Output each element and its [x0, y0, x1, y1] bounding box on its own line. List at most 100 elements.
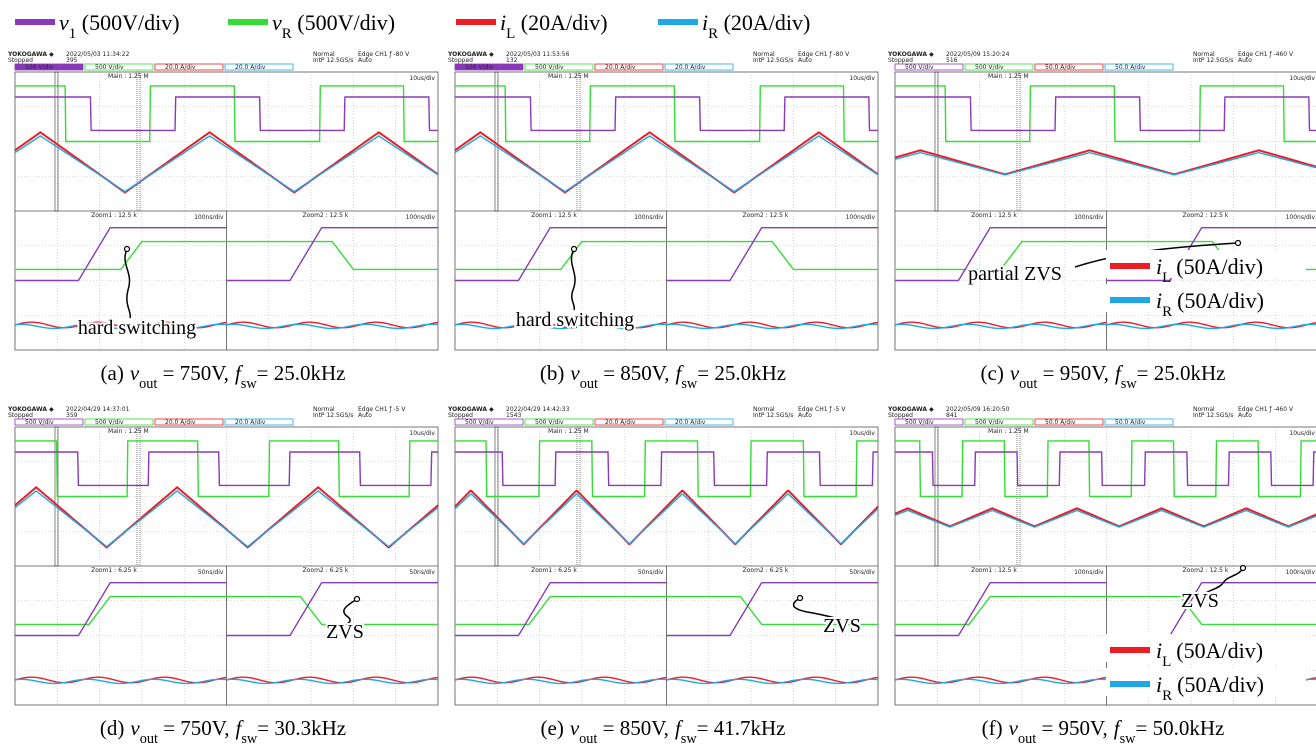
annotation-leader [570, 248, 576, 311]
text-part: f [236, 716, 245, 740]
text-part: (e) [541, 716, 564, 740]
main-timebase: 10us/div [1289, 430, 1315, 437]
inset-swatch [1110, 297, 1150, 303]
zoom-vr [15, 240, 227, 271]
waveform-ir [14, 135, 439, 193]
channel-scale: 500 V/div [25, 419, 54, 426]
channel-box [224, 63, 294, 71]
scope-rate: IntP 12.5GS/s [753, 412, 793, 419]
caption: (b) vout = 850V, fsw= 25.0kHz [540, 361, 786, 392]
scope-status: Stopped [8, 57, 33, 64]
text-part: i [1156, 672, 1162, 697]
zoom-il [894, 321, 1107, 329]
annotation-leader [343, 598, 358, 626]
text-part: i [1156, 288, 1162, 313]
scope-date: 2022/04/29 14:37:01 [66, 406, 130, 413]
zoom-label: Zoom1 : 6.25 k [91, 567, 137, 574]
zoom-timebase: 100ns/div [1074, 569, 1104, 576]
annotation: ZVS [326, 621, 364, 643]
waveform-v1 [15, 96, 438, 132]
waveform-vr [455, 85, 878, 143]
caption: (a) vout = 750V, fsw= 25.0kHz [101, 361, 346, 392]
zoom-vr [666, 240, 878, 271]
main-label: Main : 1.25 M [548, 73, 589, 80]
text-part: (50A/div) [1176, 638, 1263, 663]
channel-scale: 500 V/div [905, 64, 934, 71]
text-part: out [139, 376, 157, 392]
inset-swatch [1110, 681, 1150, 687]
annotation-point [1239, 564, 1247, 572]
zoom-ir [226, 678, 439, 685]
main-label: Main : 1.25 M [548, 428, 589, 435]
zoom-window [934, 71, 939, 212]
zoom-v1 [666, 226, 878, 282]
zoom-label: Zoom2 : 12.5 k [303, 212, 349, 219]
scope-status: Stopped [448, 412, 473, 419]
text-part: = 25.0kHz [697, 361, 786, 385]
channel-box [594, 418, 664, 426]
channel-scale: 20.0 A/div [235, 419, 266, 426]
waveform-v1 [15, 451, 438, 487]
text-part: (50A/div) [1177, 672, 1264, 697]
zoom-ir [894, 678, 1107, 685]
zoom-v1 [1106, 226, 1316, 282]
text-part: v [130, 361, 140, 385]
inset-swatch [1110, 647, 1150, 653]
zoom-ir [14, 323, 227, 330]
text-part: = 950V, [1041, 716, 1107, 740]
inset-swatch [1110, 263, 1150, 269]
text-part: i [1156, 254, 1162, 279]
scope-count: 841 [946, 412, 958, 419]
zoom-vr [455, 240, 667, 271]
channel-scale: 20.0 A/div [165, 64, 196, 71]
text-part: (50A/div) [1177, 288, 1264, 313]
text-part: sw [1120, 731, 1137, 744]
zoom-vr [226, 595, 438, 626]
waveform-vr [455, 440, 878, 498]
scope-brand: YOKOGAWA ◆ [887, 51, 934, 58]
annotation: hard switching [516, 309, 634, 331]
channel-box [594, 63, 664, 71]
annotation-leader [124, 248, 132, 319]
text-part: = 850V, [603, 361, 669, 385]
text-part: (500V/div) [82, 10, 180, 35]
scope-rate: IntP 12.5GS/s [313, 412, 353, 419]
scope-rate: IntP 12.5GS/s [1193, 412, 1233, 419]
annotation: partial ZVS [968, 263, 1062, 285]
waveform-ir [14, 490, 439, 548]
main-label: Main : 1.25 M [108, 428, 149, 435]
zoom-v1 [455, 226, 667, 282]
zoom-ir [454, 678, 667, 685]
scope-status: Stopped [8, 412, 33, 419]
inset-label: iL (50A/div) [1156, 254, 1263, 286]
channel-scale: 20.0 A/div [605, 419, 636, 426]
annotation-point [123, 245, 131, 253]
zoom-timebase: 100ns/div [406, 214, 436, 221]
scope-count: 516 [946, 57, 958, 64]
scope-date: 2022/05/03 11:34:22 [66, 51, 130, 58]
channel-scale: 500 V/div [95, 64, 124, 71]
text-part: out [580, 376, 598, 392]
zoom-v1 [226, 226, 438, 282]
zoom-label: Zoom1 : 12.5 k [971, 212, 1017, 219]
annotation: ZVS [1181, 590, 1219, 612]
channel-box [14, 63, 84, 71]
channel-box [964, 418, 1034, 426]
legend-label: iR (20A/div) [702, 10, 810, 42]
channel-scale: 500 V/div [975, 419, 1004, 426]
scope-trigger: Edge CH1 ƒ -5 V [798, 406, 846, 413]
scope-trigger-mode: Auto [798, 57, 812, 64]
annotation-leader [792, 597, 839, 620]
zoom-ir [666, 323, 879, 330]
text-part: v [1010, 361, 1020, 385]
scope-mode: Normal [753, 51, 775, 58]
scope-mode: Normal [313, 406, 335, 413]
text-part: R [1162, 688, 1172, 704]
text-part: R [708, 26, 718, 42]
channel-box [224, 418, 294, 426]
channel-box [14, 418, 84, 426]
channel-box [524, 418, 594, 426]
main-timebase: 10us/div [409, 75, 435, 82]
scope-date: 2022/04/29 14:42:33 [506, 406, 570, 413]
